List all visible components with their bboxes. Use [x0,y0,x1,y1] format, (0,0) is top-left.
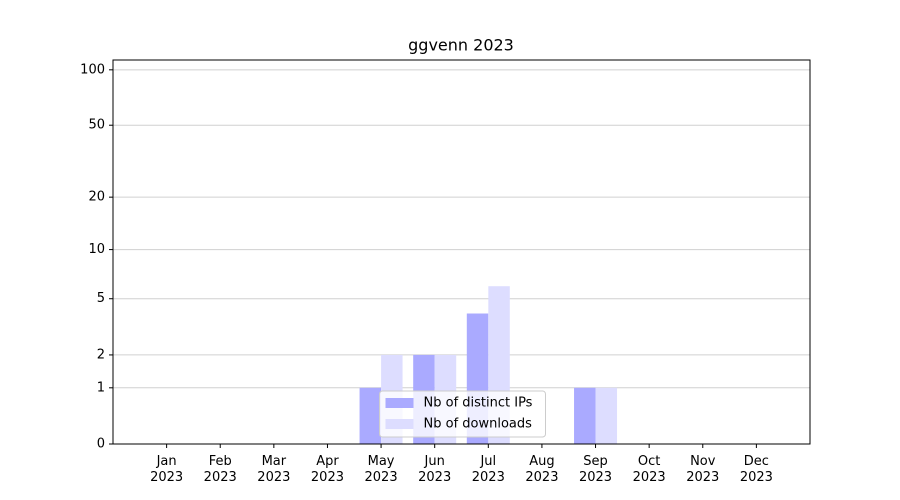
labels: 0 1 2 5 10 20 50 100 Jan 2023 Feb 2023 Mar 2023 Apr 202… [80,62,773,484]
legend-swatch [385,419,414,429]
y-tick-label: 5 [97,291,105,306]
y-tick-label: 10 [88,242,105,257]
bar [574,387,596,444]
chart-title: ggvenn 2023 [408,36,514,55]
x-tick-label: Jun 2023 [418,454,451,485]
x-tick-label: Dec 2023 [740,454,773,485]
x-tick-label: Mar 2023 [257,454,290,485]
x-tick-label: Sep 2023 [579,454,612,485]
legend-label: Nb of downloads [424,417,533,432]
y-tick-label: 2 [97,347,105,362]
y-tick-label: 50 [88,118,105,133]
bar [359,387,382,444]
y-tick-label: 20 [88,190,105,205]
bar [595,387,618,444]
y-tick-label: 0 [97,437,105,452]
x-tick-label: Jul 2023 [472,454,505,485]
x-tick-label: May 2023 [365,454,398,485]
legend-box [379,390,546,438]
legend: Nb of distinct IPs Nb of downloads [379,390,546,438]
x-tick-label: Nov 2023 [686,454,719,485]
x-tick-label: Jan 2023 [150,454,183,485]
x-tick-label: Feb 2023 [204,454,237,485]
y-tick-label: 100 [80,62,105,77]
x-tick-label: Oct 2023 [633,454,666,485]
legend-label: Nb of distinct IPs [424,396,533,411]
y-tick-label: 1 [97,380,105,395]
plot-frame [112,59,811,445]
legend-swatch [385,398,414,408]
x-tick-label: Apr 2023 [311,454,344,485]
x-tick-label: Aug 2023 [525,454,558,485]
